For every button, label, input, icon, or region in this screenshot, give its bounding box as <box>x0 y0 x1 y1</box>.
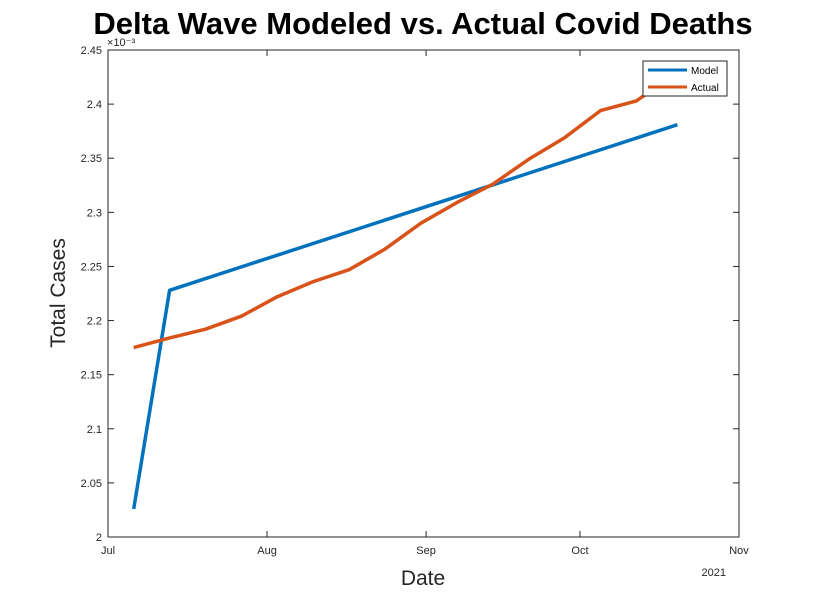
y-tick-label: 2.05 <box>81 478 102 490</box>
x-year-label: 2021 <box>702 567 726 579</box>
y-exponent-label: ×10⁻³ <box>107 37 135 49</box>
legend: Model Actual <box>642 60 728 97</box>
y-tick-label: 2 <box>96 532 102 544</box>
x-tick-label: Sep <box>416 545 436 557</box>
axis-ticks: Jul Aug Sep Oct Nov 2 2.05 2.1 2.15 2.2 2.25 2.3 2.3… <box>81 45 750 557</box>
series-line-actual <box>133 88 653 350</box>
x-tick-label: Nov <box>729 545 749 557</box>
x-tick-label: Aug <box>257 545 277 557</box>
y-tick-label: 2.35 <box>81 153 102 165</box>
y-tick-label: 2.25 <box>81 261 102 273</box>
y-axis-title: Total Cases <box>47 238 70 348</box>
series-lines <box>131 88 678 510</box>
legend-label-model: Model <box>691 66 718 77</box>
x-tick-label: Oct <box>571 545 588 557</box>
chart-title: Delta Wave Modeled vs. Actual Covid Deat… <box>93 6 752 41</box>
plot-area <box>107 49 740 538</box>
y-tick-label: 2.2 <box>87 316 102 328</box>
legend-box <box>642 60 728 97</box>
y-tick-label: 2.4 <box>87 99 102 111</box>
y-tick-label: 2.1 <box>87 424 102 436</box>
series-line-model <box>131 123 678 510</box>
y-tick-label: 2.45 <box>81 45 102 57</box>
y-tick-label: 2.15 <box>81 370 102 382</box>
x-tick-label: Jul <box>101 545 115 557</box>
x-axis-title: Date <box>401 567 445 590</box>
legend-label-actual: Actual <box>691 83 719 94</box>
y-tick-label: 2.3 <box>87 207 102 219</box>
